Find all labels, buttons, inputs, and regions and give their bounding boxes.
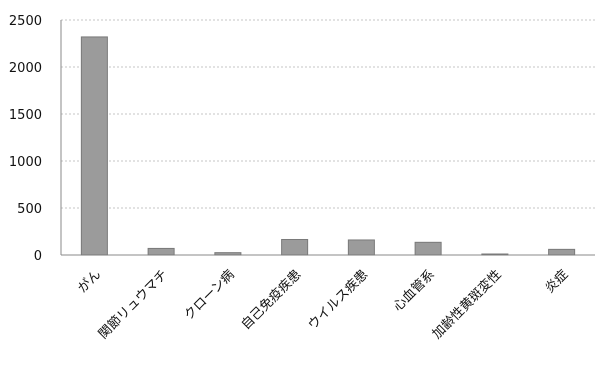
- y-tick-label-3: 1500: [9, 108, 42, 123]
- x-tick-label-1: 関節リュウマチ: [96, 267, 171, 342]
- bar-7: [548, 248, 576, 256]
- x-tick-label-6: 加齢性黄斑変性: [429, 267, 505, 343]
- x-tick-label-4: ウイルス疾患: [305, 267, 371, 333]
- x-tick-label-3: 自己免疫疾患: [238, 267, 304, 333]
- x-tick-label-0: がん: [75, 267, 104, 296]
- bar-5: [414, 241, 442, 256]
- grid-lines: [61, 19, 595, 209]
- axes: [60, 20, 595, 256]
- x-tick-label-5: 心血管系: [391, 267, 438, 314]
- x-tick-label-2: クローン病: [182, 267, 238, 323]
- bar-2: [214, 252, 242, 256]
- bar-0: [80, 36, 108, 256]
- y-tick-label-2: 1000: [9, 155, 42, 170]
- y-tick-label-1: 500: [17, 202, 42, 217]
- bar-1: [147, 247, 175, 256]
- y-tick-label-4: 2000: [9, 61, 42, 76]
- y-tick-label-5: 2500: [9, 14, 42, 29]
- bar-3: [281, 238, 309, 256]
- bar-4: [347, 239, 375, 256]
- bars: [80, 36, 576, 256]
- x-tick-label-7: 炎症: [542, 267, 571, 296]
- bar-6: [481, 253, 509, 256]
- y-tick-labels: 0 500 1000 1500 2000 2500: [9, 14, 42, 264]
- y-tick-label-0: 0: [34, 249, 42, 264]
